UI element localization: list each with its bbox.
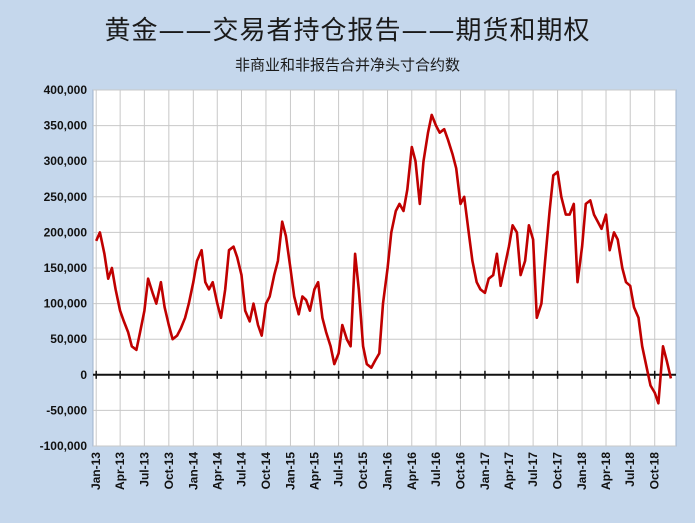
y-tick-label: 100,000	[44, 297, 88, 311]
x-tick-label: Oct-14	[259, 452, 273, 490]
y-tick-label: -100,000	[40, 439, 88, 453]
chart-subtitle: 非商业和非报告合并净头寸合约数	[234, 56, 460, 74]
x-tick-label: Apr-15	[307, 452, 321, 490]
x-tick-label: Apr-16	[405, 452, 419, 490]
x-tick-label: Apr-13	[113, 452, 127, 490]
x-tick-label: Jul-17	[526, 452, 540, 487]
x-tick-label: Oct-18	[648, 452, 662, 490]
x-tick-label: Jul-15	[332, 452, 346, 487]
x-tick-label: Jul-16	[429, 452, 443, 487]
x-tick-label: Jan-14	[186, 452, 200, 490]
y-tick-label: 0	[80, 368, 87, 382]
x-tick-label: Apr-14	[210, 452, 224, 490]
x-tick-label: Oct-15	[356, 452, 370, 490]
y-tick-label: 200,000	[44, 225, 88, 239]
x-tick-label: Apr-18	[599, 452, 613, 490]
x-tick-label: Apr-17	[502, 452, 516, 490]
chart-title: 黄金——交易者持仓报告——期货和期权	[104, 16, 591, 46]
y-tick-label: 300,000	[44, 154, 88, 168]
x-tick-label: Jan-13	[89, 452, 103, 490]
y-tick-label: 50,000	[50, 332, 87, 346]
x-tick-label: Oct-17	[551, 452, 565, 490]
x-tick-label: Jul-18	[623, 452, 637, 487]
x-tick-label: Jul-14	[234, 452, 248, 487]
x-tick-label: Oct-16	[453, 452, 467, 490]
x-tick-label: Jul-13	[137, 452, 151, 487]
y-tick-label: -50,000	[46, 403, 87, 417]
net-position-series-line	[95, 113, 673, 405]
y-tick-label: 400,000	[44, 83, 88, 97]
x-tick-label: Oct-13	[162, 452, 176, 490]
x-tick-label: Jan-17	[478, 452, 492, 490]
y-tick-label: 350,000	[44, 119, 88, 133]
y-tick-label: 250,000	[44, 190, 88, 204]
x-tick-label: Jan-18	[575, 452, 589, 490]
x-tick-label: Jan-15	[283, 452, 297, 490]
x-tick-label: Jan-16	[381, 452, 395, 490]
y-tick-label: 150,000	[44, 261, 88, 275]
